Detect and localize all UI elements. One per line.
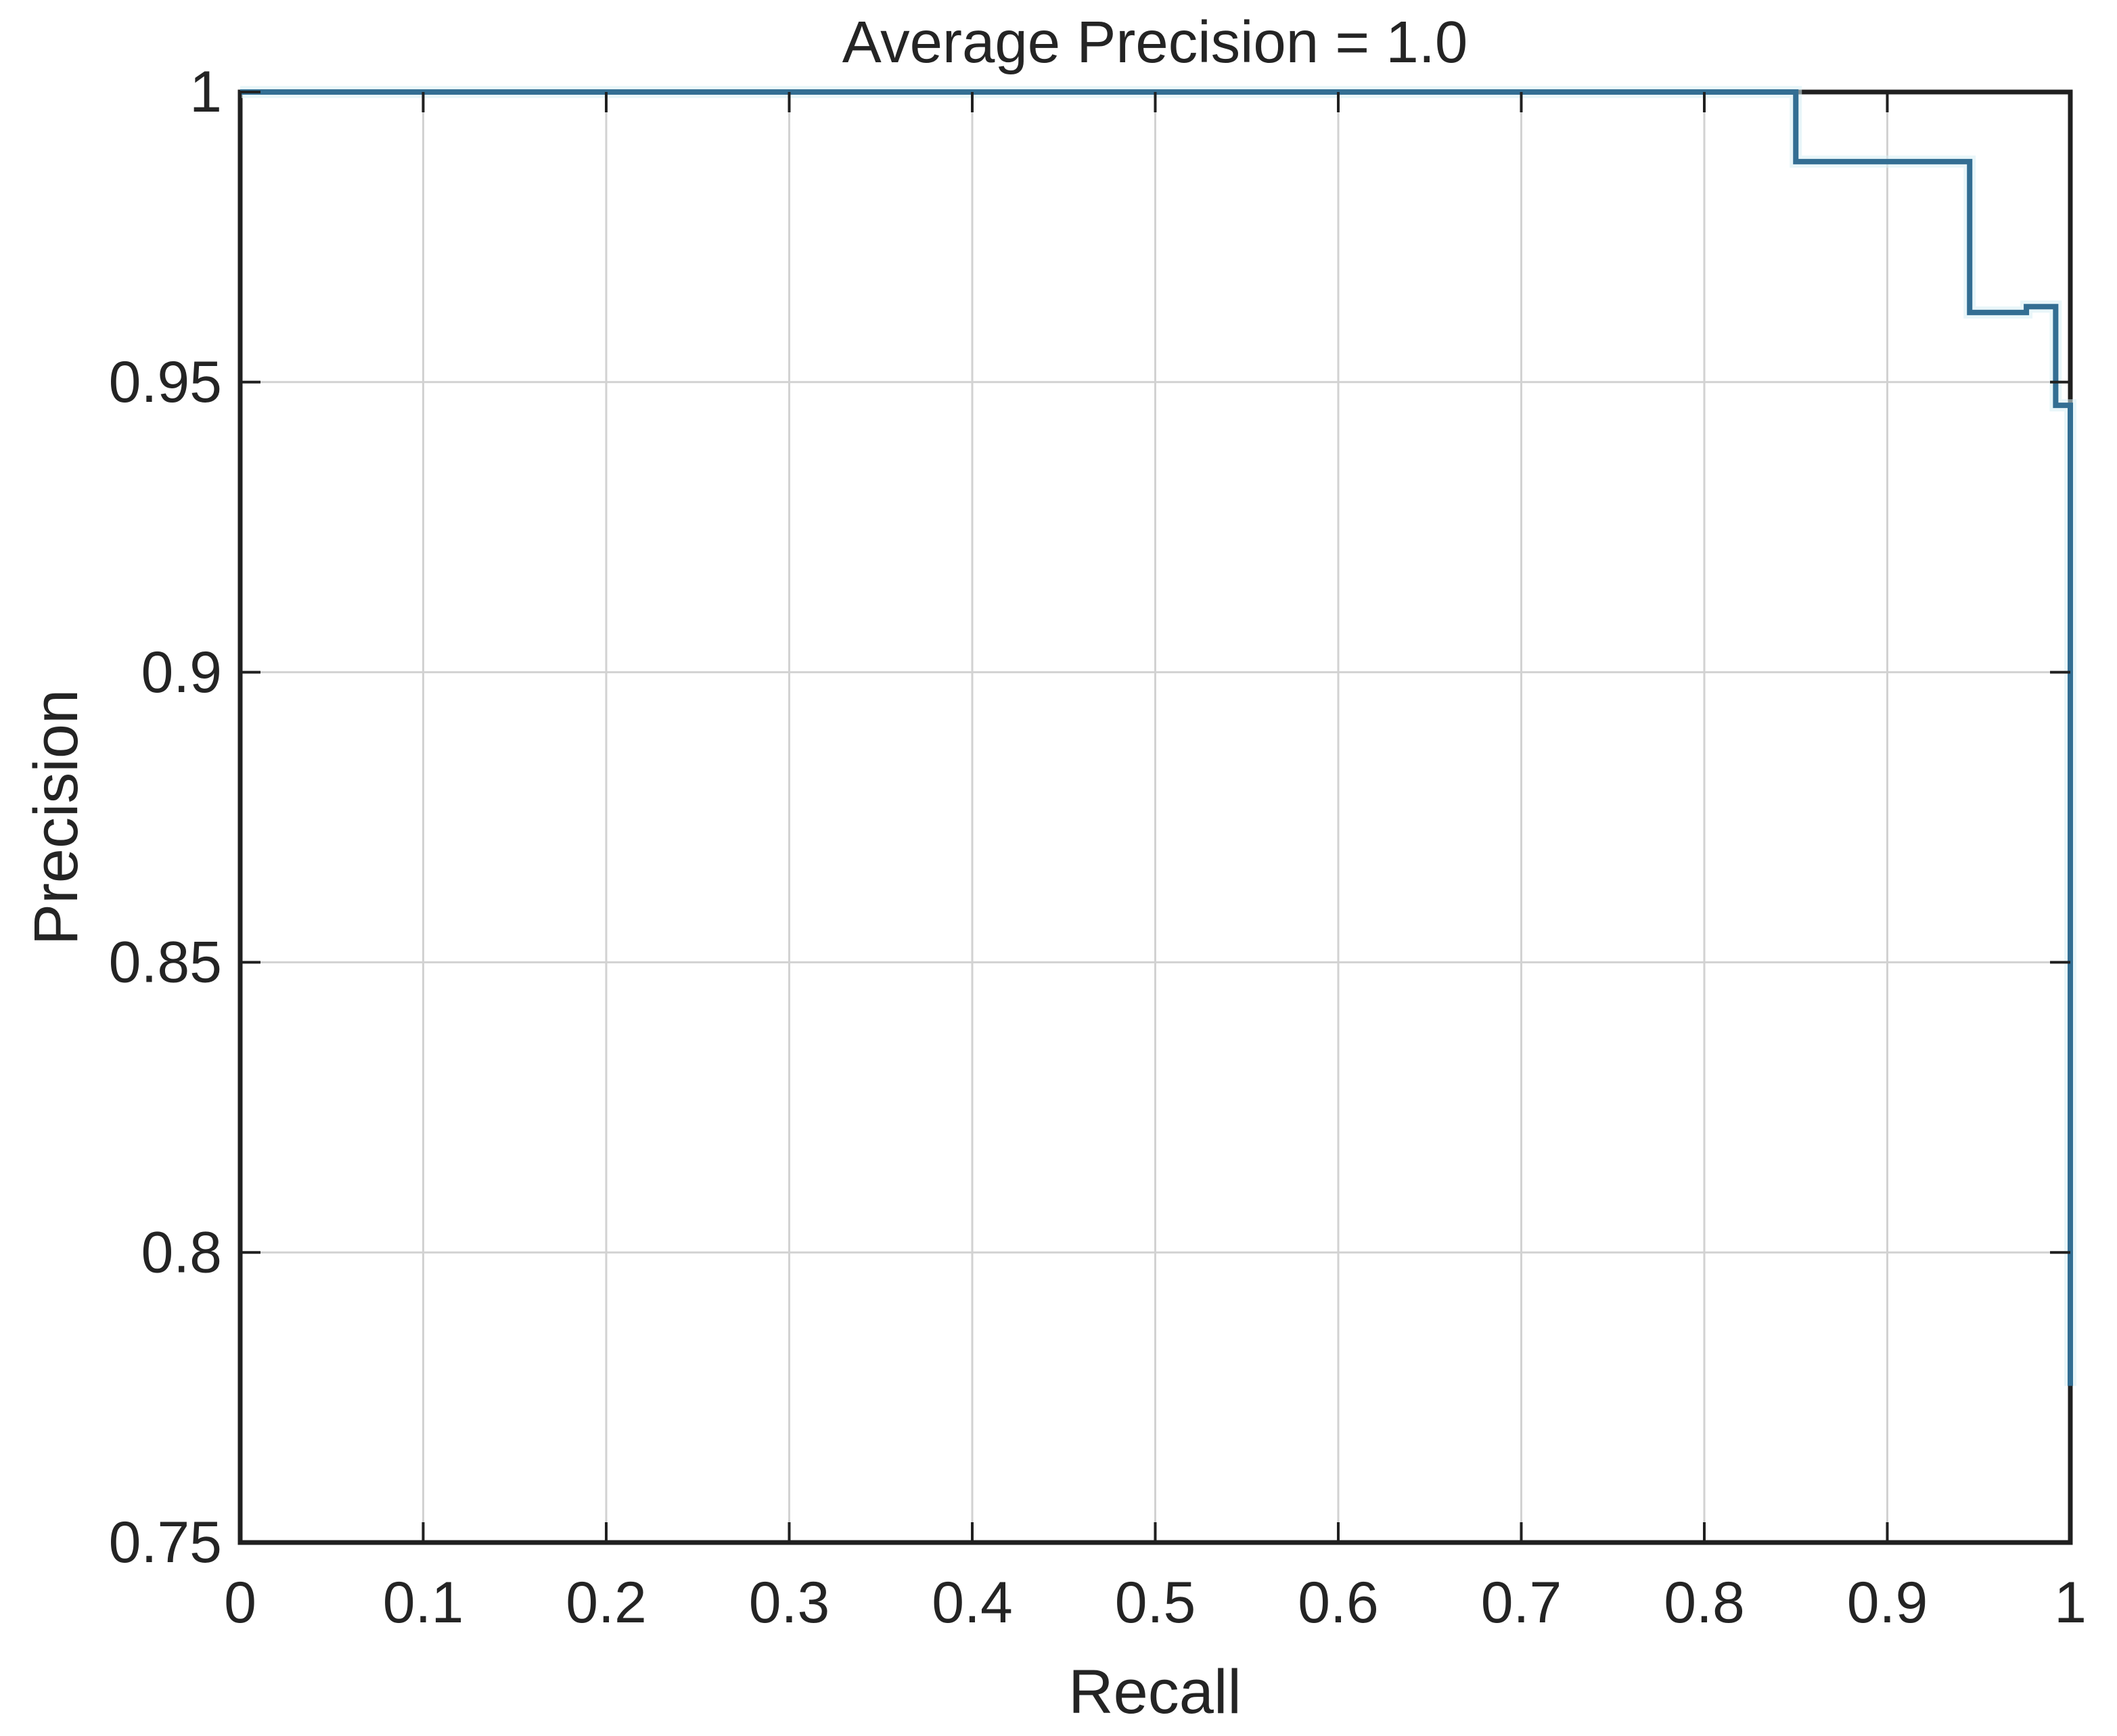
y-tick-label: 0.75	[109, 1510, 222, 1575]
x-tick-label: 0.5	[1115, 1570, 1196, 1635]
y-tick-label: 1	[189, 60, 222, 124]
x-tick-label: 0	[224, 1570, 256, 1635]
tick-marks	[239, 91, 2072, 1544]
y-tick-label: 0.95	[109, 350, 222, 415]
x-tick-label: 0.9	[1847, 1570, 1928, 1635]
x-tick-label: 0.8	[1664, 1570, 1745, 1635]
y-axis-label: Precision	[22, 689, 91, 945]
pr-curve-line	[240, 86, 2076, 1386]
x-tick-label: 0.7	[1481, 1570, 1562, 1635]
gridlines	[240, 92, 2070, 1543]
x-tick-label: 0.6	[1298, 1570, 1379, 1635]
x-tick-label: 0.3	[749, 1570, 830, 1635]
y-tick-label: 0.8	[141, 1220, 222, 1285]
y-tick-label: 0.9	[141, 640, 222, 705]
x-tick-label: 0.1	[383, 1570, 464, 1635]
y-tick-label: 0.85	[109, 930, 222, 995]
x-tick-label: 1	[2054, 1570, 2087, 1635]
chart-title: Average Precision = 1.0	[842, 9, 1468, 75]
x-axis-label: Recall	[1068, 1658, 1242, 1727]
tick-labels: 0 0.1 0.2 0.3 0.4 0.5 0.6 0.7 0.8 0.9 1 1 0.95 0.9 0.8…	[109, 60, 2087, 1635]
x-tick-label: 0.4	[932, 1570, 1013, 1635]
x-tick-label: 0.2	[566, 1570, 647, 1635]
